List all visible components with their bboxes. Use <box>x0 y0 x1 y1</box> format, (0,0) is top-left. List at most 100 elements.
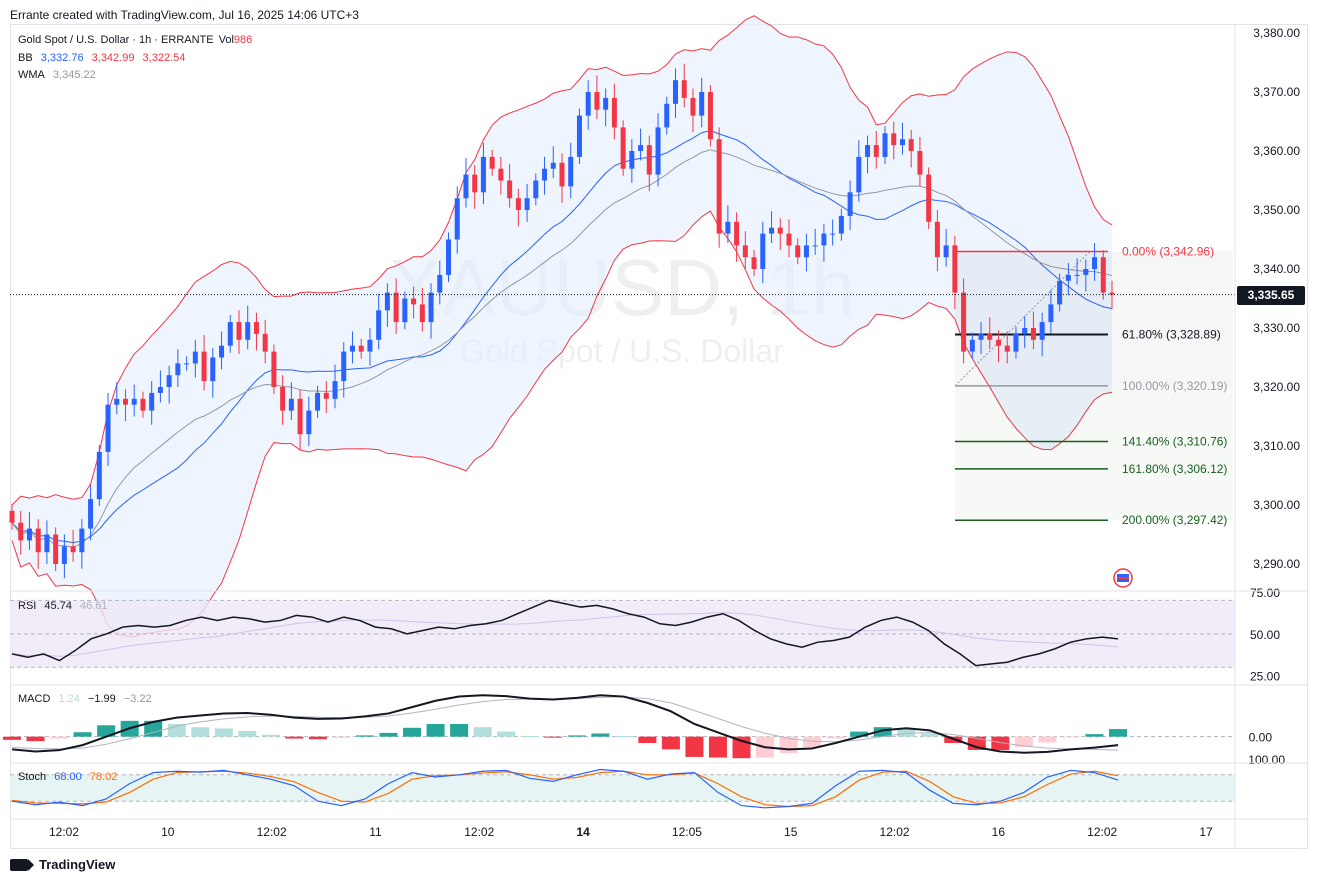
candle-body <box>978 333 984 340</box>
candle-body <box>1057 280 1063 305</box>
candle-body <box>428 292 434 323</box>
candle-body <box>358 345 364 352</box>
candle-body <box>1109 292 1115 295</box>
bb-upper-line <box>11 15 1113 506</box>
bb-lower: 3,322.54 <box>142 52 186 64</box>
candle-body <box>463 174 469 199</box>
macd-hist-bar <box>450 724 469 737</box>
candle-body <box>812 245 818 247</box>
macd-hist-bar <box>3 736 21 740</box>
main-legend: Gold Spot / U.S. Dollar · 1h · ERRANTE Vo… <box>18 34 257 46</box>
macd-hist-bar <box>285 736 304 739</box>
candle-body <box>306 410 312 435</box>
candle-body <box>646 145 652 175</box>
macd-hist-bar <box>520 736 539 738</box>
candle-body <box>908 139 914 151</box>
candle-body <box>865 145 871 157</box>
y-tick-label: 3,290.00 <box>1253 557 1300 571</box>
candle-body <box>105 404 111 452</box>
candle-body <box>856 156 862 193</box>
x-tick-label: 15 <box>784 825 798 839</box>
macd-hist-bar <box>26 736 45 742</box>
stoch-tick-label: 100.00 <box>1248 753 1285 767</box>
x-tick-label: 14 <box>576 825 590 839</box>
x-tick-label: 12:02 <box>49 825 79 839</box>
macd-hist-bar <box>1109 729 1127 737</box>
candle-body <box>672 80 678 104</box>
vol-label: Vol <box>218 34 234 46</box>
macd-hist-bar <box>473 727 492 737</box>
candle-body <box>515 198 521 210</box>
macd-hist-bar <box>238 730 257 737</box>
candle-body <box>227 322 233 346</box>
fib-level-label: 100.00% (3,320.19) <box>1122 379 1227 393</box>
x-tick-label: 12:05 <box>672 825 702 839</box>
chart-frame <box>10 24 1308 849</box>
wma-label: WMA <box>18 69 45 81</box>
candle-body <box>943 245 949 258</box>
candle-body <box>367 339 373 352</box>
macd-line: −1.99 <box>87 693 116 705</box>
event-flag-icon <box>1113 568 1133 588</box>
candle-body <box>88 499 94 529</box>
macd-hist-bar <box>261 734 280 737</box>
candle-body <box>437 274 443 293</box>
macd-hist-bar <box>332 736 351 738</box>
wma-value: 3,345.22 <box>52 69 96 81</box>
candle-body <box>821 233 827 246</box>
candle-body <box>184 363 190 365</box>
candle-body <box>18 522 24 541</box>
x-tick-label: 12:02 <box>257 825 287 839</box>
rsi-ma: 46.61 <box>80 600 108 612</box>
stoch-k-line <box>11 768 1119 809</box>
macd-hist-bar <box>661 736 680 750</box>
stoch-label: Stoch <box>18 771 47 783</box>
candle-body <box>1074 274 1080 276</box>
y-tick-label: 3,340.00 <box>1253 262 1300 276</box>
candle-body <box>969 339 975 352</box>
candle-body <box>917 151 923 175</box>
candle-body <box>550 162 556 169</box>
fib-level-label: 61.80% (3,328.89) <box>1122 328 1221 342</box>
candle-body <box>149 392 155 411</box>
fib-zone-upper <box>955 251 1233 386</box>
rsi-legend: RSI 45.74 46.61 <box>18 600 113 612</box>
candle-body <box>952 245 958 293</box>
candle-body <box>122 398 128 405</box>
macd-legend: MACD 1.24 −1.99 −3.22 <box>18 693 157 705</box>
candle-body <box>769 227 775 234</box>
candle-body <box>26 528 32 541</box>
candle-body <box>341 351 347 382</box>
macd-hist-bar <box>991 736 1010 750</box>
candle-body <box>568 156 574 187</box>
fib-zone-lower <box>955 385 1233 521</box>
candle-body <box>9 510 15 523</box>
candle-body <box>1030 328 1036 340</box>
tradingview-logo-icon <box>10 858 34 871</box>
stoch-d: 78.02 <box>89 771 118 783</box>
last-price-tag: 3,335.65 <box>1237 286 1305 305</box>
candle-body <box>882 133 888 157</box>
candle-body <box>253 322 259 334</box>
candle-body <box>873 145 879 157</box>
candle-body <box>157 387 163 393</box>
fib-level-label: 200.00% (3,297.42) <box>1122 513 1227 527</box>
x-tick-label: 17 <box>1199 825 1213 839</box>
candle-body <box>96 451 102 500</box>
candle-body <box>603 97 609 110</box>
candle-body <box>803 245 809 258</box>
candle-body <box>926 174 932 222</box>
y-tick-label: 3,370.00 <box>1253 85 1300 99</box>
y-tick-label: 3,310.00 <box>1253 439 1300 453</box>
macd-signal: −3.22 <box>123 693 152 705</box>
candle-body <box>411 298 417 305</box>
candle-body <box>332 381 338 399</box>
candle-body <box>297 398 303 435</box>
candle-body <box>795 245 801 258</box>
macd-hist-bar <box>826 736 845 739</box>
candle-body <box>1048 304 1054 323</box>
candle-body <box>1022 328 1028 334</box>
y-tick-label: 3,380.00 <box>1253 26 1300 40</box>
candle-body <box>542 168 548 181</box>
